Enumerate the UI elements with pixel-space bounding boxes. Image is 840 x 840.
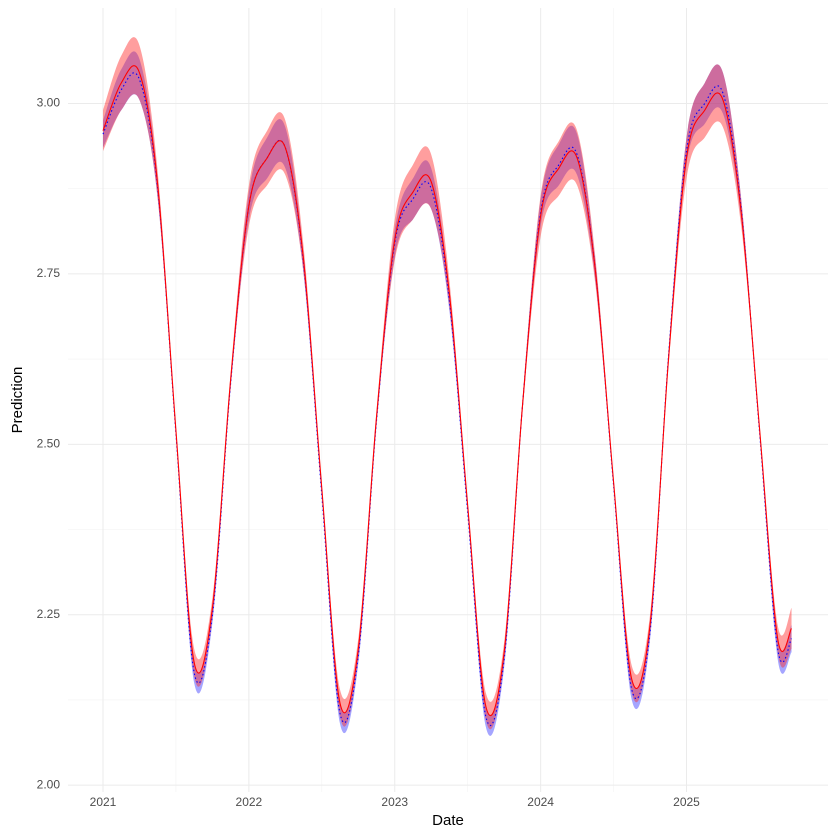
x-axis-title: Date bbox=[432, 812, 464, 829]
x-tick-label: 2024 bbox=[527, 795, 554, 809]
y-tick-label: 2.75 bbox=[37, 266, 61, 280]
y-tick-label: 2.50 bbox=[37, 436, 61, 450]
y-tick-label: 3.00 bbox=[37, 96, 61, 110]
prediction-line bbox=[102, 72, 793, 726]
x-tick-label: 2022 bbox=[236, 795, 263, 809]
y-tick-label: 2.25 bbox=[37, 607, 61, 621]
confidence-band bbox=[103, 37, 792, 730]
x-tick-label: 2025 bbox=[673, 795, 700, 809]
x-tick-label: 2023 bbox=[381, 795, 408, 809]
confidence-band bbox=[103, 51, 792, 736]
x-tick-label: 2021 bbox=[90, 795, 117, 809]
y-axis-title: Prediction bbox=[9, 367, 26, 434]
prediction-line bbox=[102, 65, 793, 717]
y-tick-label: 2.00 bbox=[37, 777, 61, 791]
